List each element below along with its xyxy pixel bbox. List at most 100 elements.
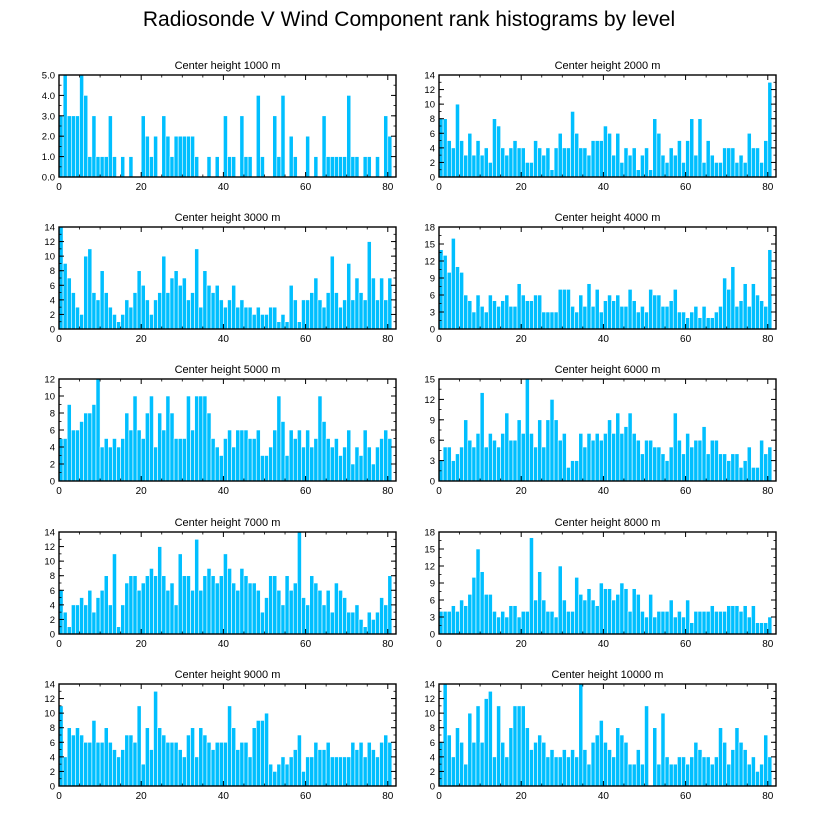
x-tick-label: 60 — [680, 182, 692, 193]
bar — [652, 118, 658, 178]
y-tick-label: 6 — [50, 586, 55, 597]
bar — [718, 611, 723, 635]
bar — [268, 763, 274, 787]
bar — [103, 292, 109, 330]
bar — [516, 419, 522, 482]
bar — [598, 140, 604, 178]
bar — [325, 156, 331, 178]
bar — [668, 763, 674, 787]
bar — [611, 154, 617, 178]
y-tick-label: 0 — [430, 782, 435, 793]
bar — [218, 455, 224, 482]
bar — [243, 156, 249, 178]
bar — [734, 306, 740, 330]
bar — [479, 392, 485, 482]
bar — [247, 582, 253, 635]
bar — [181, 575, 187, 635]
bar — [451, 605, 456, 635]
bar — [598, 311, 604, 330]
bar — [594, 289, 600, 330]
bar — [116, 756, 121, 787]
x-tick-label: 60 — [680, 791, 692, 802]
bar — [504, 756, 510, 787]
bar — [582, 306, 588, 330]
bar — [255, 306, 261, 330]
bar — [165, 589, 171, 635]
bar — [582, 599, 588, 635]
y-tick-label: 12 — [44, 375, 55, 386]
bar — [313, 438, 319, 482]
bar — [496, 306, 501, 330]
bar — [709, 154, 715, 178]
bar — [734, 727, 740, 787]
bar — [709, 317, 715, 330]
bar — [529, 162, 534, 178]
bar — [153, 690, 158, 787]
bar — [722, 277, 727, 330]
bar — [520, 705, 526, 787]
panel-6: Center height 6000 m 0 3 6 9 12 15 0 20 40 60 80 — [424, 364, 777, 497]
bar — [615, 727, 621, 787]
bar — [173, 741, 179, 787]
bar — [590, 599, 596, 635]
bar — [545, 419, 551, 482]
bar — [451, 460, 456, 482]
bar — [227, 429, 232, 482]
bar — [705, 317, 711, 330]
bar — [767, 616, 773, 635]
bar — [260, 156, 265, 178]
bar — [726, 763, 732, 787]
bar — [598, 720, 604, 787]
y-tick-label: 14 — [424, 680, 435, 691]
bar — [598, 439, 604, 482]
y-tick-label: 12 — [424, 85, 435, 96]
bar — [305, 429, 310, 482]
x-tick-label: 40 — [218, 791, 230, 802]
bar — [619, 433, 625, 482]
bar — [338, 156, 343, 178]
y-tick-label: 15 — [424, 375, 435, 386]
bar — [660, 712, 666, 787]
bar — [116, 626, 121, 635]
bar — [91, 611, 97, 635]
bar — [264, 314, 269, 330]
bar — [321, 604, 327, 635]
bar — [668, 300, 674, 330]
bar — [206, 284, 212, 330]
bar — [525, 611, 530, 635]
y-tick-label: 8 — [430, 114, 435, 125]
bar — [623, 426, 629, 482]
bar — [124, 734, 130, 787]
bar — [305, 299, 310, 330]
bar — [173, 270, 179, 330]
bar — [451, 756, 456, 787]
bar — [697, 439, 703, 482]
y-tick-label: 1.0 — [42, 152, 55, 163]
bar — [379, 277, 384, 330]
bar — [459, 741, 464, 787]
bar — [231, 284, 237, 330]
bar — [516, 283, 522, 330]
main-title: Radiosonde V Wind Component rank histogr… — [142, 8, 676, 31]
bar — [334, 156, 339, 178]
bar — [607, 132, 612, 178]
bar — [313, 277, 319, 330]
bar — [644, 439, 649, 482]
bar — [742, 749, 748, 787]
bar — [446, 446, 452, 482]
bar — [317, 395, 323, 482]
y-tick-label: 18 — [424, 223, 435, 234]
bar — [371, 277, 376, 330]
x-tick-label: 80 — [382, 334, 394, 345]
x-tick-label: 0 — [436, 486, 442, 497]
bar — [615, 294, 621, 330]
panel-title: Center height 7000 m — [175, 517, 281, 529]
y-tick-label: 14 — [424, 71, 435, 82]
x-tick-label: 40 — [218, 334, 230, 345]
bar — [71, 429, 76, 482]
x-tick-label: 40 — [598, 182, 610, 193]
bar — [358, 619, 364, 635]
bar — [288, 284, 294, 330]
y-tick-label: 0 — [50, 477, 55, 488]
bar — [463, 763, 469, 787]
